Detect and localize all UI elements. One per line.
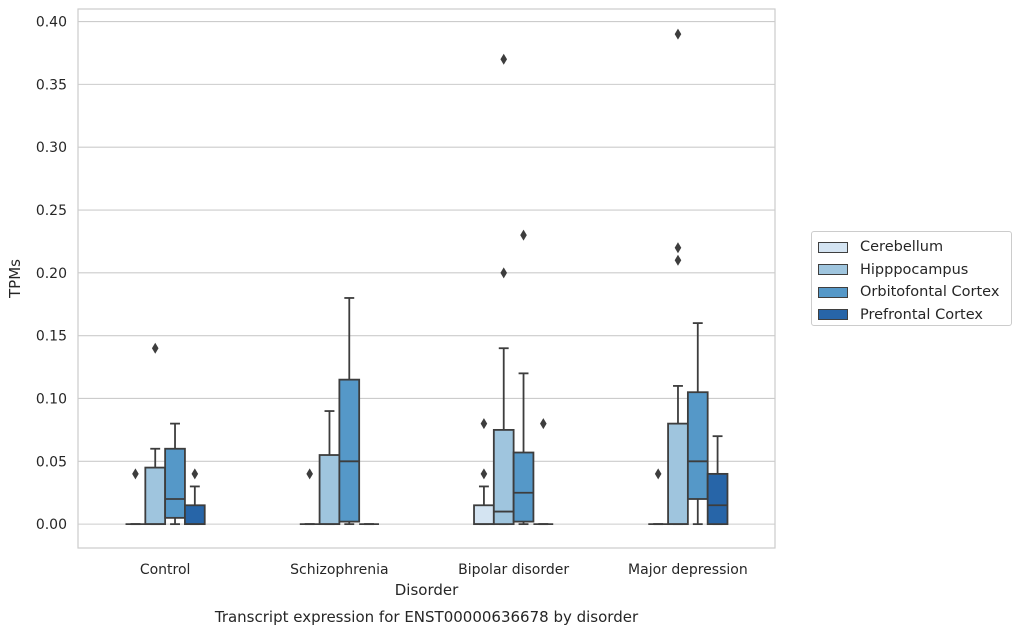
y-tick-label: 0.15 <box>36 329 67 345</box>
y-tick-label: 0.00 <box>36 517 67 533</box>
y-tick-label: 0.25 <box>36 203 67 219</box>
outlier-point <box>132 468 139 480</box>
box <box>144 342 167 526</box>
box <box>667 28 689 526</box>
outlier-point <box>151 342 159 354</box>
outlier-point <box>480 468 488 480</box>
box-iqr <box>338 378 361 523</box>
box <box>125 468 146 526</box>
outlier-point <box>674 242 682 254</box>
series-prefrontal-cortex <box>184 418 729 526</box>
x-axis-label: Disorder <box>395 581 459 599</box>
outlier-point <box>674 254 682 266</box>
series-orbitofontal-cortex <box>164 229 709 526</box>
legend-swatch-cerebellum <box>818 241 848 253</box>
outlier-point <box>480 418 488 430</box>
y-axis-label: TPMs <box>6 259 24 299</box>
box <box>184 468 206 526</box>
box <box>318 410 341 526</box>
x-axis-ticks: Control Schizophrenia Bipolar disorder Majo… <box>140 562 748 578</box>
outlier-point <box>500 267 508 279</box>
legend-swatch-orbitofrontal-cortex <box>818 286 848 298</box>
y-tick-label: 0.10 <box>36 391 67 407</box>
y-tick-label: 0.35 <box>36 77 67 93</box>
outlier-point <box>674 28 682 40</box>
box <box>164 422 186 526</box>
x-tick-label: Control <box>140 562 191 578</box>
x-tick-label: Major depression <box>628 562 748 578</box>
box-iqr <box>492 428 515 526</box>
plot-area-frame <box>77 8 776 549</box>
box-iqr <box>144 466 167 526</box>
box-iqr <box>184 504 206 526</box>
series-hipppocampus <box>144 28 689 526</box>
box <box>533 418 554 526</box>
legend: Cerebellum Hipppocampus Orbitofontal Cor… <box>811 231 1012 326</box>
series-cerebellum <box>125 418 669 526</box>
gridlines <box>78 21 775 525</box>
outlier-point <box>191 468 199 480</box>
box-series <box>125 28 729 526</box>
legend-item-hippocampus: Hipppocampus <box>818 259 1011 282</box>
box <box>686 322 709 526</box>
box-iqr <box>667 422 689 526</box>
chart-caption: Transcript expression for ENST0000063667… <box>214 608 639 626</box>
box-iqr <box>164 447 186 519</box>
box <box>512 229 535 526</box>
legend-item-cerebellum: Cerebellum <box>818 236 1011 259</box>
outlier-point <box>306 468 313 480</box>
x-tick-label: Schizophrenia <box>290 562 388 578</box>
box <box>706 435 729 526</box>
box <box>299 468 320 526</box>
legend-swatch-hippocampus <box>818 264 848 276</box>
legend-swatch-prefrontal-cortex <box>818 309 848 321</box>
outlier-point <box>520 229 527 241</box>
outlier-point <box>540 418 547 430</box>
box <box>648 468 669 526</box>
y-tick-label: 0.05 <box>36 454 67 470</box>
y-tick-label: 0.40 <box>36 15 67 31</box>
box-iqr <box>706 472 729 526</box>
y-axis-ticks: 0.00 0.05 0.10 0.15 0.20 0.25 0.30 0.35 0.40 <box>36 15 67 534</box>
legend-label: Hipppocampus <box>860 261 969 278</box>
box-iqr <box>473 504 495 526</box>
legend-item-prefrontal-cortex: Prefrontal Cortex <box>818 304 1011 327</box>
x-tick-label: Bipolar disorder <box>458 562 569 578</box>
y-tick-label: 0.30 <box>36 140 67 156</box>
outlier-point <box>500 53 508 65</box>
box-iqr <box>686 391 709 500</box>
box-iqr <box>512 451 535 523</box>
box <box>338 297 361 526</box>
legend-label: Prefrontal Cortex <box>860 306 983 323</box>
legend-label: Orbitofontal Cortex <box>860 284 1000 301</box>
box <box>473 418 495 526</box>
box <box>492 53 515 526</box>
legend-item-orbitofrontal-cortex: Orbitofontal Cortex <box>818 281 1011 304</box>
legend-label: Cerebellum <box>860 239 944 256</box>
y-tick-label: 0.20 <box>36 266 67 282</box>
outlier-point <box>654 468 662 480</box>
box-iqr <box>318 454 341 526</box>
